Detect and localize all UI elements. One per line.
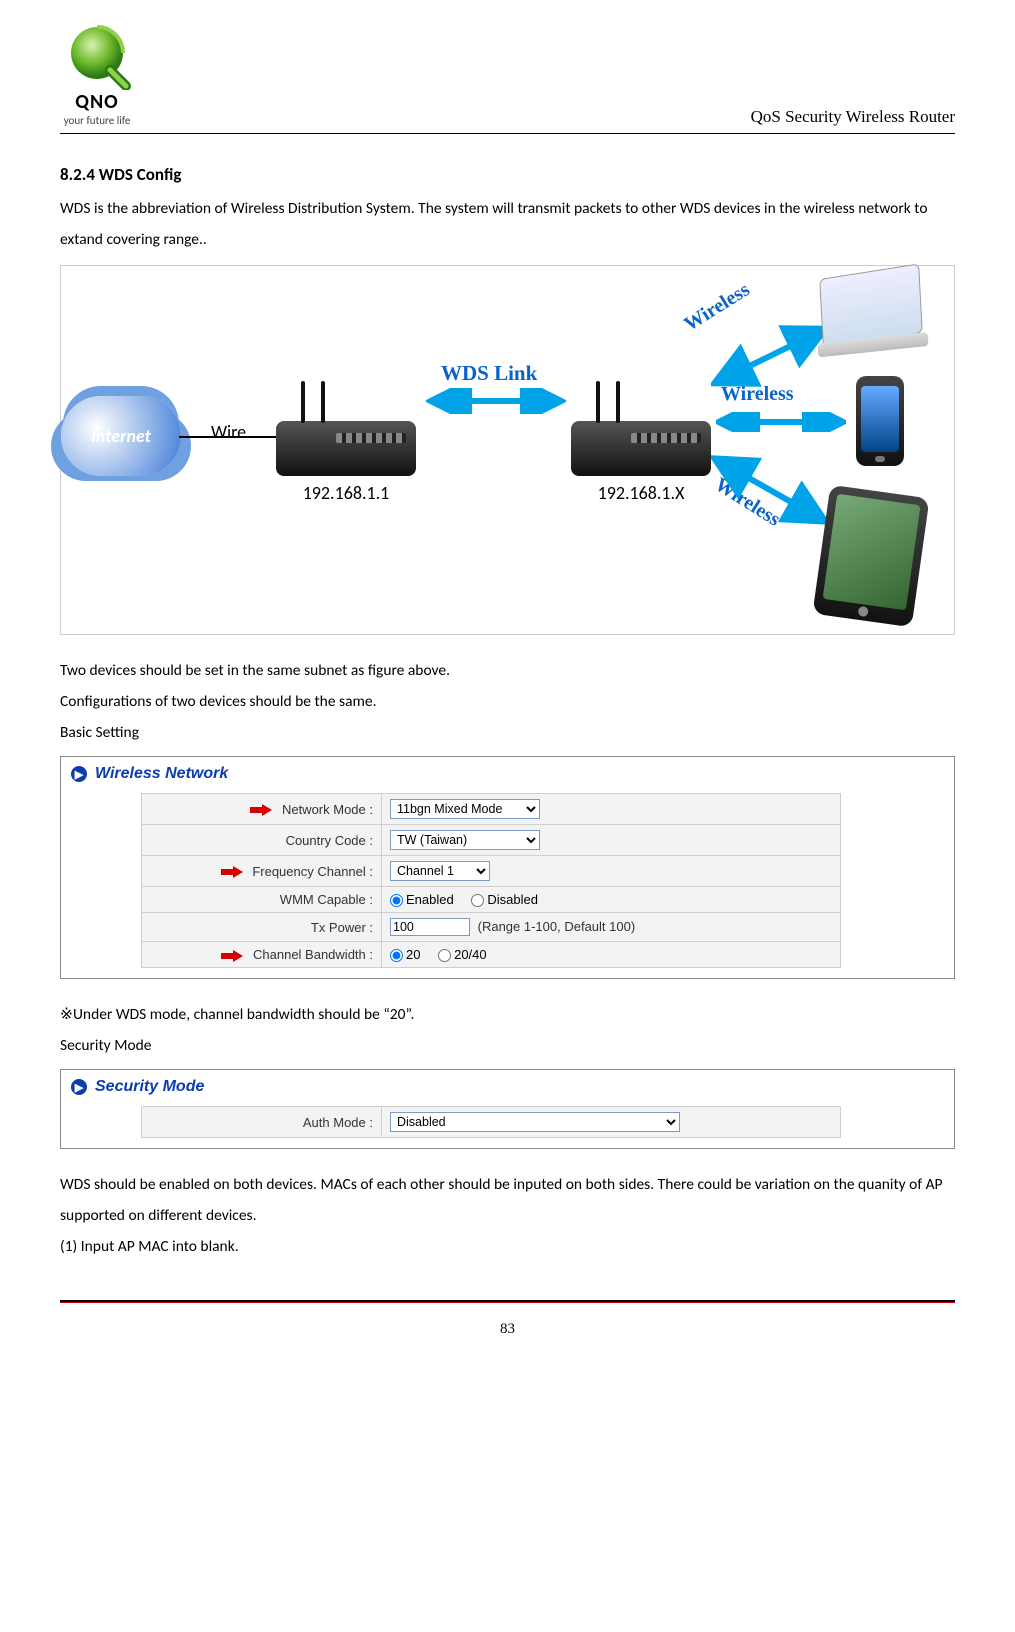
row-network-mode: Network Mode : 11bgn Mixed Mode: [142, 794, 841, 825]
section-heading: 8.2.4 WDS Config: [60, 164, 955, 185]
bw-20-label: 20: [406, 947, 420, 962]
security-settings-table: Auth Mode : Disabled: [141, 1106, 841, 1138]
page-header: QNO your future life QoS Security Wirele…: [60, 20, 955, 134]
wmm-enabled-label: Enabled: [406, 892, 454, 907]
panel-bullet-icon: ▶: [71, 1079, 87, 1095]
security-mode-panel: ▶ Security Mode Auth Mode : Disabled: [60, 1069, 955, 1149]
bandwidth-note: ※Under WDS mode, channel bandwidth shoul…: [60, 999, 955, 1030]
tx-power-hint: (Range 1-100, Default 100): [478, 919, 636, 934]
frequency-channel-label: Frequency Channel :: [252, 864, 373, 879]
network-mode-label: Network Mode :: [282, 802, 373, 817]
wireless-panel-header: ▶ Wireless Network: [61, 757, 954, 793]
tx-power-label: Tx Power :: [311, 920, 373, 935]
wire-line: [179, 434, 279, 440]
bw-20-radio[interactable]: [390, 949, 403, 962]
tx-power-input[interactable]: [390, 918, 470, 936]
page-footer: 83: [60, 1302, 955, 1338]
wireless-network-panel: ▶ Wireless Network Network Mode : 11bgn …: [60, 756, 955, 979]
after-topo-2: Configurations of two devices should be …: [60, 686, 955, 717]
panel-bullet-icon: ▶: [71, 766, 87, 782]
router-2: 192.168.1.X: [571, 381, 711, 504]
row-country-code: Country Code : TW (Taiwan): [142, 825, 841, 856]
logo: QNO your future life: [60, 20, 134, 127]
doc-title: QoS Security Wireless Router: [751, 107, 955, 127]
auth-mode-label: Auth Mode :: [303, 1115, 373, 1130]
wds-link-label: WDS Link: [441, 361, 537, 386]
wmm-disabled-option[interactable]: Disabled: [471, 892, 538, 907]
page-number: 83: [60, 1305, 955, 1338]
wmm-disabled-radio[interactable]: [471, 894, 484, 907]
country-code-label: Country Code :: [286, 833, 373, 848]
wireless-arrow-3: [711, 451, 831, 531]
auth-mode-select[interactable]: Disabled: [390, 1112, 680, 1132]
tail-p2: (1) Input AP MAC into blank.: [60, 1231, 955, 1262]
after-topo-1: Two devices should be set in the same su…: [60, 655, 955, 686]
frequency-channel-select[interactable]: Channel 1: [390, 861, 490, 881]
wireless-panel-title: Wireless Network: [95, 765, 228, 783]
logo-tagline: your future life: [64, 114, 131, 127]
required-arrow-icon: [250, 804, 272, 816]
security-mode-heading: Security Mode: [60, 1030, 955, 1061]
country-code-select[interactable]: TW (Taiwan): [390, 830, 540, 850]
wmm-enabled-option[interactable]: Enabled: [390, 892, 454, 907]
tablet-device: [821, 491, 921, 621]
after-topo-3: Basic Setting: [60, 717, 955, 748]
bw-2040-label: 20/40: [454, 947, 487, 962]
bw-2040-option[interactable]: 20/40: [438, 947, 487, 962]
row-auth-mode: Auth Mode : Disabled: [142, 1107, 841, 1138]
row-channel-bandwidth: Channel Bandwidth : 20 20/40: [142, 942, 841, 968]
tail-p1: WDS should be enabled on both devices. M…: [60, 1169, 955, 1231]
qno-logo-icon: [60, 20, 134, 90]
router-1: 192.168.1.1: [276, 381, 416, 504]
bw-2040-radio[interactable]: [438, 949, 451, 962]
row-wmm: WMM Capable : Enabled Disabled: [142, 887, 841, 913]
wireless-label-2: Wireless: [721, 383, 794, 406]
section-intro: WDS is the abbreviation of Wireless Dist…: [60, 193, 955, 255]
phone-device: [856, 376, 904, 466]
wireless-arrow-1: [711, 321, 831, 391]
topology-diagram: Internet Wire 192.168.1.1 WDS Link 192.1…: [60, 265, 955, 635]
wmm-enabled-radio[interactable]: [390, 894, 403, 907]
wireless-settings-table: Network Mode : 11bgn Mixed Mode Country …: [141, 793, 841, 968]
security-panel-header: ▶ Security Mode: [61, 1070, 954, 1106]
wireless-arrow-2: [716, 412, 846, 432]
bw-20-option[interactable]: 20: [390, 947, 420, 962]
network-mode-select[interactable]: 11bgn Mixed Mode: [390, 799, 540, 819]
wmm-disabled-label: Disabled: [487, 892, 538, 907]
router-2-ip: 192.168.1.X: [571, 482, 711, 504]
channel-bw-label: Channel Bandwidth :: [253, 947, 373, 962]
wmm-label: WMM Capable :: [280, 892, 373, 907]
required-arrow-icon: [221, 950, 243, 962]
row-tx-power: Tx Power : (Range 1-100, Default 100): [142, 913, 841, 942]
laptop-device: [821, 271, 921, 341]
row-frequency-channel: Frequency Channel : Channel 1: [142, 856, 841, 887]
internet-label: Internet: [91, 425, 151, 447]
security-panel-title: Security Mode: [95, 1078, 204, 1096]
required-arrow-icon: [221, 866, 243, 878]
router-1-ip: 192.168.1.1: [276, 482, 416, 504]
wds-link-arrow: [426, 388, 566, 414]
internet-cloud: Internet: [61, 396, 181, 476]
logo-brand: QNO: [75, 90, 118, 114]
